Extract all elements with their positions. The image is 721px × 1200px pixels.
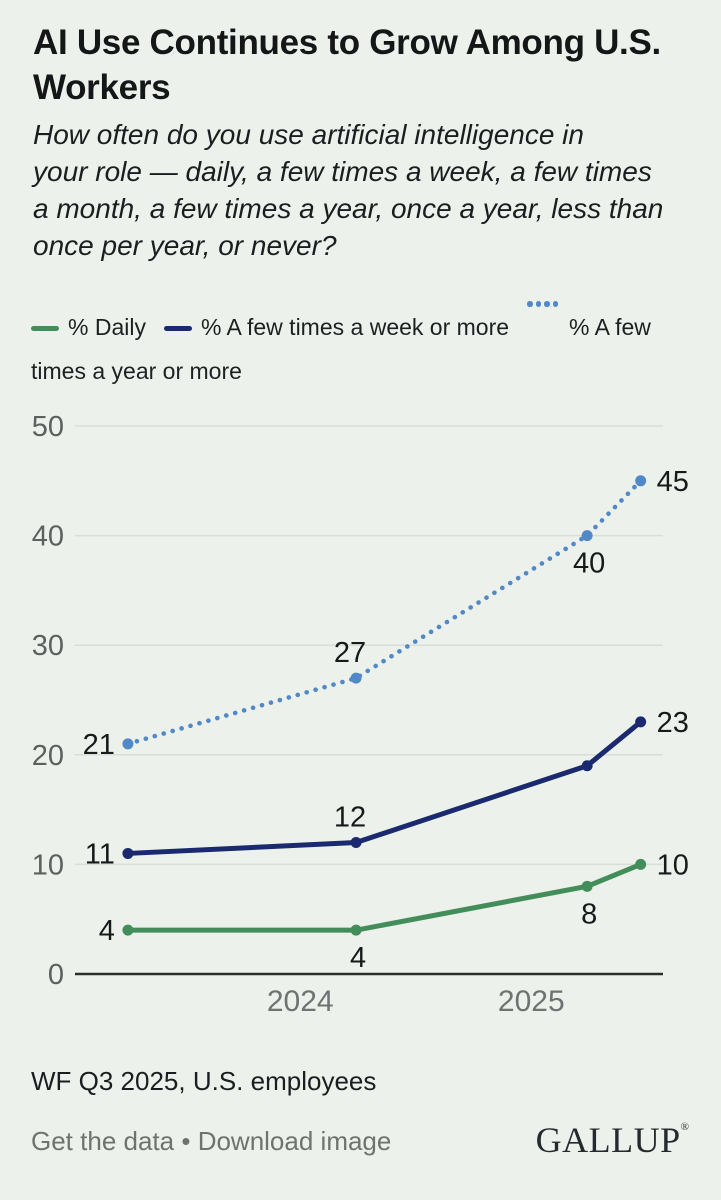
data-point-label: 40 [573,548,605,580]
dotted-trend-line [125,478,643,747]
get-the-data-link[interactable]: Get the data [31,1126,175,1156]
data-point [350,836,362,848]
chart-title: AI Use Continues to Grow Among U.S. Work… [33,20,719,110]
legend: % Daily % A few times a week or more% A f… [31,301,707,393]
series-1: 11 12 23 [85,707,689,871]
survey-question-line: How often do you use artificial intellig… [33,119,584,150]
data-point-label: 12 [334,801,366,833]
survey-question-line: your role — daily, a few times a week, a… [33,156,652,187]
survey-question: How often do you use artificial intellig… [33,116,709,264]
chart-title-line: AI Use Continues to Grow Among U.S. [33,23,661,62]
y-tick-label: 10 [32,849,64,881]
data-point [635,858,647,870]
legend-dot [544,301,550,307]
legend-item-label: % Daily [68,314,146,340]
data-point-label: 4 [350,942,366,974]
link-separator: • [181,1126,191,1156]
data-point [635,716,647,728]
legend-item-label: % A few times a week or more [200,314,510,340]
x-tick-label: 2025 [498,985,565,1018]
legend-dot [552,301,559,307]
data-point [122,924,134,936]
data-point [581,530,593,542]
registered-mark: ® [680,1121,689,1133]
data-point [350,924,362,936]
survey-question-line: once per year, or never? [33,230,337,261]
legend-dot [535,301,542,307]
legend-item: % A few times a year or more [31,301,651,384]
y-tick-label: 30 [32,630,64,662]
data-point [122,847,134,859]
data-point-label: 4 [99,915,115,947]
data-point-label: 8 [581,898,597,930]
trend-line [127,719,643,856]
data-point-label: 10 [657,849,689,881]
y-tick-label: 20 [32,740,64,772]
chart-title-line: Workers [33,68,171,107]
source-note: WF Q3 2025, U.S. employees [31,1066,377,1096]
series-2: 21 27 40 45 [83,466,689,761]
data-point [581,880,593,892]
data-point [122,738,134,750]
legend-item: % Daily [31,314,146,340]
solid-line-swatch-icon [31,326,59,331]
series-0: 4 4 8 10 [99,849,689,974]
download-image-link[interactable]: Download image [197,1126,392,1156]
y-tick-label: 50 [32,411,64,443]
data-point-label: 27 [334,637,366,669]
dotted-line-swatch-icon [527,301,561,307]
solid-line-swatch-icon [163,326,192,331]
gridlines-and-axes: 0 10 20 30 40 50 2024 2025 [32,411,663,1018]
data-point-label: 11 [85,838,115,870]
data-point [635,475,647,487]
data-point-label: 21 [83,729,115,761]
data-point-label: 45 [657,466,689,498]
legend-item: % A few times a week or more [163,314,510,340]
survey-question-line: a month, a few times a year, once a year… [33,193,664,224]
trend-line [127,862,642,933]
gallup-logo: GALLUP® [535,1120,689,1160]
data-point [581,760,593,772]
legend-item-label: % A few times a year or more [31,314,651,384]
legend-dot [527,301,533,307]
data-point-label: 23 [657,707,689,739]
y-tick-label: 0 [48,959,64,991]
x-tick-label: 2024 [267,985,334,1018]
footer-links: Get the data • Download image [31,1126,391,1157]
y-tick-label: 40 [32,521,64,553]
data-point [350,672,362,684]
